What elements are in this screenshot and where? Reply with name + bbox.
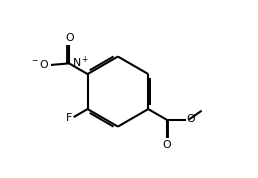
Text: O: O	[66, 33, 74, 43]
Text: O: O	[163, 140, 171, 150]
Text: O: O	[187, 114, 195, 124]
Text: F: F	[66, 113, 72, 123]
Text: N$^+$: N$^+$	[72, 55, 90, 70]
Text: $^-$O: $^-$O	[29, 58, 49, 70]
